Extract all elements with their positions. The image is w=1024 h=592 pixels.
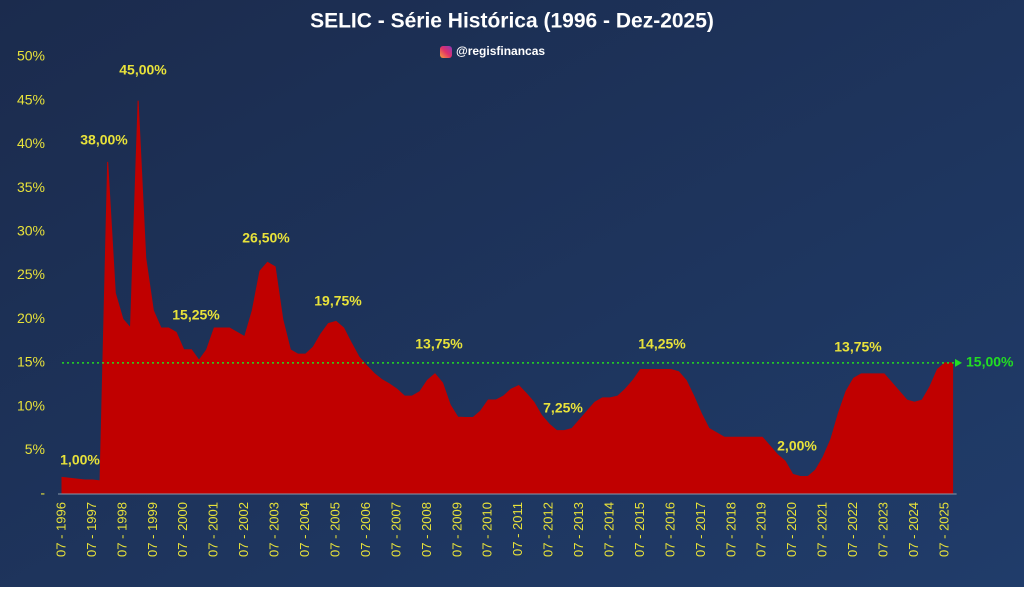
annotation: 13,75% xyxy=(834,339,882,355)
x-tick-label: 07 - 2004 xyxy=(297,502,312,557)
x-tick-label: 07 - 2022 xyxy=(845,502,860,557)
x-tick-label: 07 - 2021 xyxy=(815,502,830,557)
annotation: 38,00% xyxy=(80,132,128,148)
x-tick-label: 07 - 1999 xyxy=(145,502,160,557)
x-tick-label: 07 - 2016 xyxy=(662,502,677,557)
x-tick-label: 07 - 2000 xyxy=(175,502,190,557)
x-tick-label: 07 - 1996 xyxy=(53,502,68,557)
annotation: 2,00% xyxy=(777,438,817,454)
annotation: 1,00% xyxy=(60,452,100,468)
annotation: 14,25% xyxy=(638,336,686,352)
x-tick-label: 07 - 2017 xyxy=(693,502,708,557)
x-tick-label: 07 - 2020 xyxy=(784,502,799,557)
x-tick-label: 07 - 2018 xyxy=(723,502,738,557)
x-tick-label: 07 - 2012 xyxy=(541,502,556,557)
x-tick-label: 07 - 2002 xyxy=(236,502,251,557)
x-tick-label: 07 - 2008 xyxy=(419,502,434,557)
area xyxy=(61,100,954,495)
x-tick-label: 07 - 2025 xyxy=(936,502,951,557)
x-tick-label: 07 - 2015 xyxy=(632,502,647,557)
x-tick-label: 07 - 2011 xyxy=(510,502,525,556)
x-tick-label: 07 - 2005 xyxy=(327,502,342,557)
y-tick-label: - xyxy=(40,485,45,501)
y-tick-label: 40% xyxy=(17,135,45,151)
annotation: 19,75% xyxy=(314,293,362,309)
y-tick-label: 25% xyxy=(17,266,45,282)
annotation: 15,25% xyxy=(172,307,220,323)
y-tick-label: 20% xyxy=(17,310,45,326)
y-tick-label: 45% xyxy=(17,91,45,107)
x-tick-label: 07 - 2014 xyxy=(602,502,617,557)
subtitle: @regisfinancas xyxy=(456,44,545,58)
instagram-icon xyxy=(440,46,452,58)
x-tick-label: 07 - 2024 xyxy=(906,502,921,557)
x-tick-label: 07 - 2019 xyxy=(754,502,769,557)
y-tick-label: 50% xyxy=(17,48,45,64)
x-tick-label: 07 - 2007 xyxy=(388,502,403,557)
x-tick-label: 07 - 1997 xyxy=(84,502,99,557)
y-tick-label: 10% xyxy=(17,397,45,413)
annotation: 45,00% xyxy=(119,62,167,78)
y-tick-label: 35% xyxy=(17,179,45,195)
x-tick-label: 07 - 2010 xyxy=(480,502,495,557)
x-tick-label: 07 - 2009 xyxy=(449,502,464,557)
y-tick-label: 5% xyxy=(25,441,45,457)
x-tick-label: 07 - 2003 xyxy=(267,502,282,557)
x-tick-label: 07 - 2013 xyxy=(571,502,586,557)
annotation: 7,25% xyxy=(543,400,583,416)
x-tick-label: 07 - 2001 xyxy=(206,502,221,557)
x-tick-label: 07 - 2023 xyxy=(876,502,891,557)
chart-title: SELIC - Série Histórica (1996 - Dez-2025… xyxy=(310,10,714,33)
reference-label: 15,00% xyxy=(966,354,1014,370)
y-tick-label: 30% xyxy=(17,223,45,239)
annotation: 26,50% xyxy=(242,230,290,246)
reference-arrow xyxy=(955,358,962,367)
y-tick-label: 15% xyxy=(17,354,45,370)
annotation: 13,75% xyxy=(415,336,463,352)
x-tick-label: 07 - 2006 xyxy=(358,502,373,557)
x-tick-label: 07 - 1998 xyxy=(114,502,129,557)
